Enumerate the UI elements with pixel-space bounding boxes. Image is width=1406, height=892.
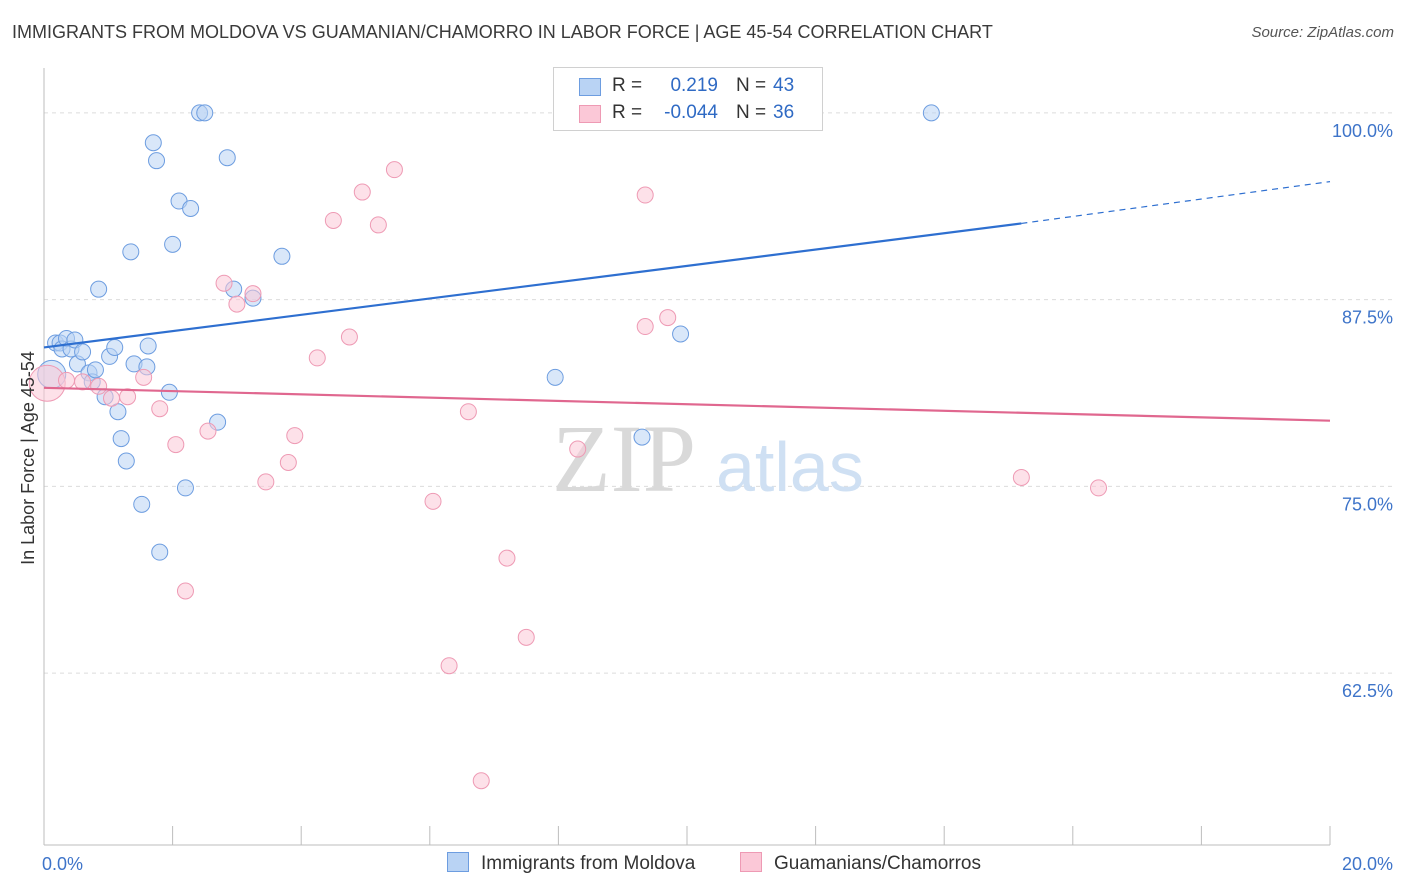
data-point: [196, 104, 214, 122]
data-point: [498, 549, 516, 567]
data-point: [74, 343, 92, 361]
data-point: [117, 452, 135, 470]
trend-line-moldova-extension: [1021, 181, 1331, 225]
data-point: [215, 274, 233, 292]
data-point: [308, 349, 326, 367]
stats-n-label: N =: [736, 75, 767, 96]
data-point: [279, 454, 297, 471]
data-point: [353, 183, 371, 201]
stats-row-moldova: R = 0.219 N = 43: [554, 74, 822, 100]
stats-r-label: R =: [612, 75, 643, 96]
data-point: [636, 186, 654, 204]
stats-r-value: 0.219: [670, 75, 718, 96]
data-point: [133, 495, 151, 513]
stats-row-guamanian: R = -0.044 N = 36: [554, 101, 822, 127]
data-point: [569, 440, 587, 458]
data-point: [633, 428, 651, 446]
data-point: [228, 295, 246, 313]
trend-line-guamanian: [43, 386, 1331, 422]
stats-n-value: 43: [773, 75, 795, 96]
x-tick-label: 0.0%: [42, 854, 83, 874]
data-point: [182, 199, 200, 217]
watermark-zip: ZIP: [552, 405, 696, 512]
data-point: [167, 436, 185, 454]
data-point: [218, 149, 236, 167]
legend-label-moldova: Immigrants from Moldova: [481, 853, 696, 874]
chart-source: Source: ZipAtlas.com: [1251, 24, 1394, 41]
data-point: [273, 247, 291, 265]
data-point: [199, 422, 217, 440]
y-tick-label: 100.0%: [1332, 121, 1393, 141]
chart-title: IMMIGRANTS FROM MOLDOVA VS GUAMANIAN/CHA…: [12, 22, 993, 42]
stats-r-label: R =: [612, 102, 643, 123]
data-point: [160, 383, 178, 401]
stats-swatch-moldova: [579, 78, 601, 96]
data-point: [517, 628, 535, 646]
trend-lines: [43, 181, 1331, 422]
watermark: ZIP atlas: [552, 405, 864, 512]
data-point: [86, 361, 104, 379]
data-point: [90, 280, 108, 298]
data-point: [459, 403, 477, 421]
data-point: [244, 285, 262, 303]
data-point: [164, 235, 182, 253]
data-point: [103, 389, 121, 407]
y-tick-label: 75.0%: [1342, 494, 1393, 514]
x-tick-label: 20.0%: [1342, 854, 1393, 874]
data-point: [106, 338, 124, 356]
legend-swatch-moldova: [447, 852, 469, 872]
y-tick-label: 62.5%: [1342, 681, 1393, 701]
data-point: [424, 492, 442, 510]
data-point: [122, 243, 140, 261]
stats-swatch-guamanian: [579, 105, 601, 123]
y-tick-label: 87.5%: [1342, 308, 1393, 328]
data-point: [369, 216, 387, 234]
data-point: [440, 657, 458, 675]
data-point: [151, 543, 169, 561]
data-point: [636, 318, 654, 336]
legend-item-guamanian[interactable]: Guamanians/Chamorros: [740, 852, 981, 875]
data-point: [135, 368, 153, 386]
data-point: [385, 161, 403, 179]
stats-n-label: N =: [736, 102, 767, 123]
y-axis-label: In Labor Force | Age 45-54: [18, 351, 38, 565]
data-point: [672, 325, 690, 343]
data-point: [659, 309, 677, 327]
data-point: [176, 582, 194, 600]
data-point: [324, 211, 342, 229]
axes: 100.0% 87.5% 75.0% 62.5% 0.0% 20.0%: [42, 68, 1393, 874]
data-point: [922, 104, 940, 122]
data-points: [28, 104, 1108, 790]
data-point: [340, 328, 358, 346]
data-point: [286, 427, 304, 445]
data-point: [74, 373, 92, 391]
data-point: [90, 377, 108, 395]
stats-box: R = 0.219 N = 43 R = -0.044 N = 36: [553, 67, 823, 131]
data-point: [119, 388, 137, 406]
legend: Immigrants from Moldova Guamanians/Chamo…: [0, 852, 1406, 878]
stats-n-value: 36: [773, 102, 795, 123]
data-point: [139, 337, 157, 355]
data-point: [148, 152, 166, 170]
data-point: [1012, 468, 1030, 486]
data-point: [151, 400, 169, 418]
legend-item-moldova[interactable]: Immigrants from Moldova: [447, 852, 695, 875]
data-point: [58, 371, 76, 389]
data-point: [472, 772, 490, 790]
legend-label-guamanian: Guamanians/Chamorros: [774, 853, 981, 874]
data-point: [1090, 479, 1108, 497]
data-point: [176, 479, 194, 497]
data-point: [546, 368, 564, 386]
trend-line-moldova: [43, 222, 1022, 349]
data-point: [144, 134, 162, 152]
data-point: [112, 430, 130, 448]
series-guamanian: [28, 104, 1108, 790]
stats-r-value: -0.044: [664, 102, 718, 123]
data-point: [257, 473, 275, 491]
watermark-atlas: atlas: [716, 428, 864, 506]
legend-swatch-guamanian: [740, 852, 762, 872]
